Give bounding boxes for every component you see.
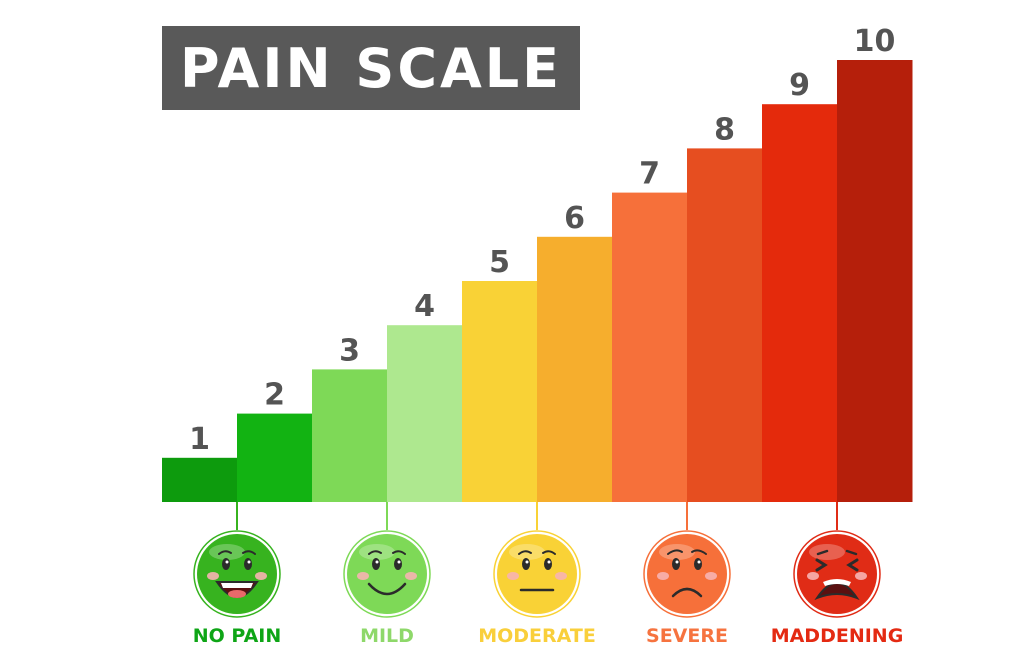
face-group-no-pain: NO PAIN bbox=[193, 502, 282, 647]
bar-level-7 bbox=[612, 192, 688, 502]
bar-level-9 bbox=[762, 104, 838, 502]
category-label-severe: SEVERE bbox=[646, 625, 728, 647]
level-label-5: 5 bbox=[489, 245, 510, 280]
level-label-10: 10 bbox=[854, 24, 896, 59]
smiling-face-icon bbox=[347, 534, 427, 614]
laughing-face-icon bbox=[197, 534, 277, 614]
face-group-severe: SEVERE bbox=[643, 502, 731, 647]
level-labels-layer: 1 2 3 4 5 6 7 8 9 10 bbox=[189, 24, 895, 457]
level-label-8: 8 bbox=[714, 112, 735, 147]
screaming-face-icon bbox=[797, 534, 877, 614]
level-label-2: 2 bbox=[264, 378, 285, 413]
frowning-face-icon bbox=[647, 534, 727, 614]
category-label-moderate: MODERATE bbox=[478, 625, 596, 647]
level-label-1: 1 bbox=[189, 422, 210, 457]
level-label-3: 3 bbox=[339, 333, 360, 368]
neutral-face-icon bbox=[497, 534, 577, 614]
bar-level-4 bbox=[387, 325, 463, 502]
face-group-moderate: MODERATE bbox=[478, 502, 596, 647]
level-label-4: 4 bbox=[414, 289, 435, 324]
bar-level-2 bbox=[237, 413, 313, 502]
chart-title: PAIN SCALE bbox=[179, 36, 563, 100]
category-label-mild: MILD bbox=[360, 625, 414, 647]
category-label-maddening: MADDENING bbox=[771, 625, 904, 647]
bar-level-6 bbox=[537, 236, 613, 503]
bar-level-5 bbox=[462, 281, 538, 502]
level-label-9: 9 bbox=[789, 68, 810, 103]
title-banner: PAIN SCALE bbox=[162, 26, 580, 110]
level-label-6: 6 bbox=[564, 201, 585, 236]
bar-level-3 bbox=[312, 369, 388, 502]
bar-level-8 bbox=[687, 148, 763, 502]
category-label-no-pain: NO PAIN bbox=[193, 625, 282, 647]
face-group-maddening: MADDENING bbox=[771, 502, 904, 647]
bar-level-10 bbox=[837, 60, 913, 502]
faces-layer: NO PAIN MILD MODERATE SEVERE MADDENING bbox=[193, 502, 904, 647]
face-group-mild: MILD bbox=[343, 502, 431, 647]
level-label-7: 7 bbox=[639, 157, 660, 192]
bar-level-1 bbox=[162, 457, 238, 502]
bars-layer bbox=[162, 60, 913, 503]
